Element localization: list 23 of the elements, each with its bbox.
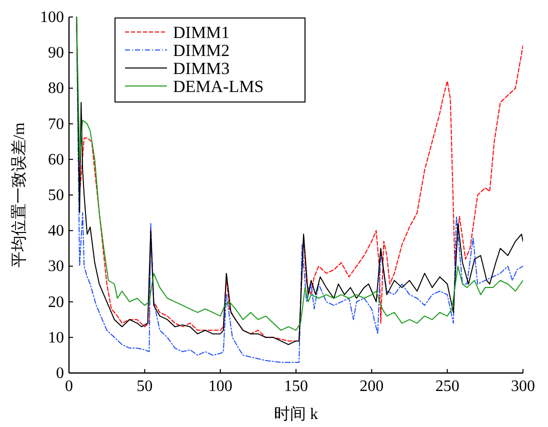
y-tick-label: 30	[48, 258, 64, 276]
legend-label: DIMM3	[173, 59, 230, 78]
legend-label: DEMA-LMS	[173, 77, 264, 96]
legend-label: DIMM2	[173, 41, 230, 60]
x-tick-label: 150	[284, 378, 308, 395]
y-tick-label: 10	[48, 329, 64, 346]
y-axis-title: 平均位置一致误差/m	[10, 122, 28, 268]
x-axis-title: 时间 k	[274, 405, 318, 423]
legend-label: DIMM1	[173, 23, 230, 42]
y-tick-label: 60	[48, 151, 64, 168]
y-tick-label: 90	[48, 44, 64, 62]
y-tick-label: 50	[48, 187, 64, 204]
y-tick-label: 70	[48, 116, 64, 133]
y-tick-label: 20	[48, 294, 64, 311]
x-tick-label: 250	[435, 378, 460, 395]
y-tick-label: 40	[48, 222, 64, 240]
x-tick-label: 300	[511, 378, 535, 395]
y-tick-label: 100	[40, 9, 64, 26]
y-tick-label: 80	[48, 80, 64, 98]
y-tick-label: 0	[56, 365, 64, 382]
x-tick-label: 200	[360, 378, 384, 395]
x-tick-label: 100	[208, 378, 232, 395]
x-tick-label: 50	[136, 378, 153, 395]
